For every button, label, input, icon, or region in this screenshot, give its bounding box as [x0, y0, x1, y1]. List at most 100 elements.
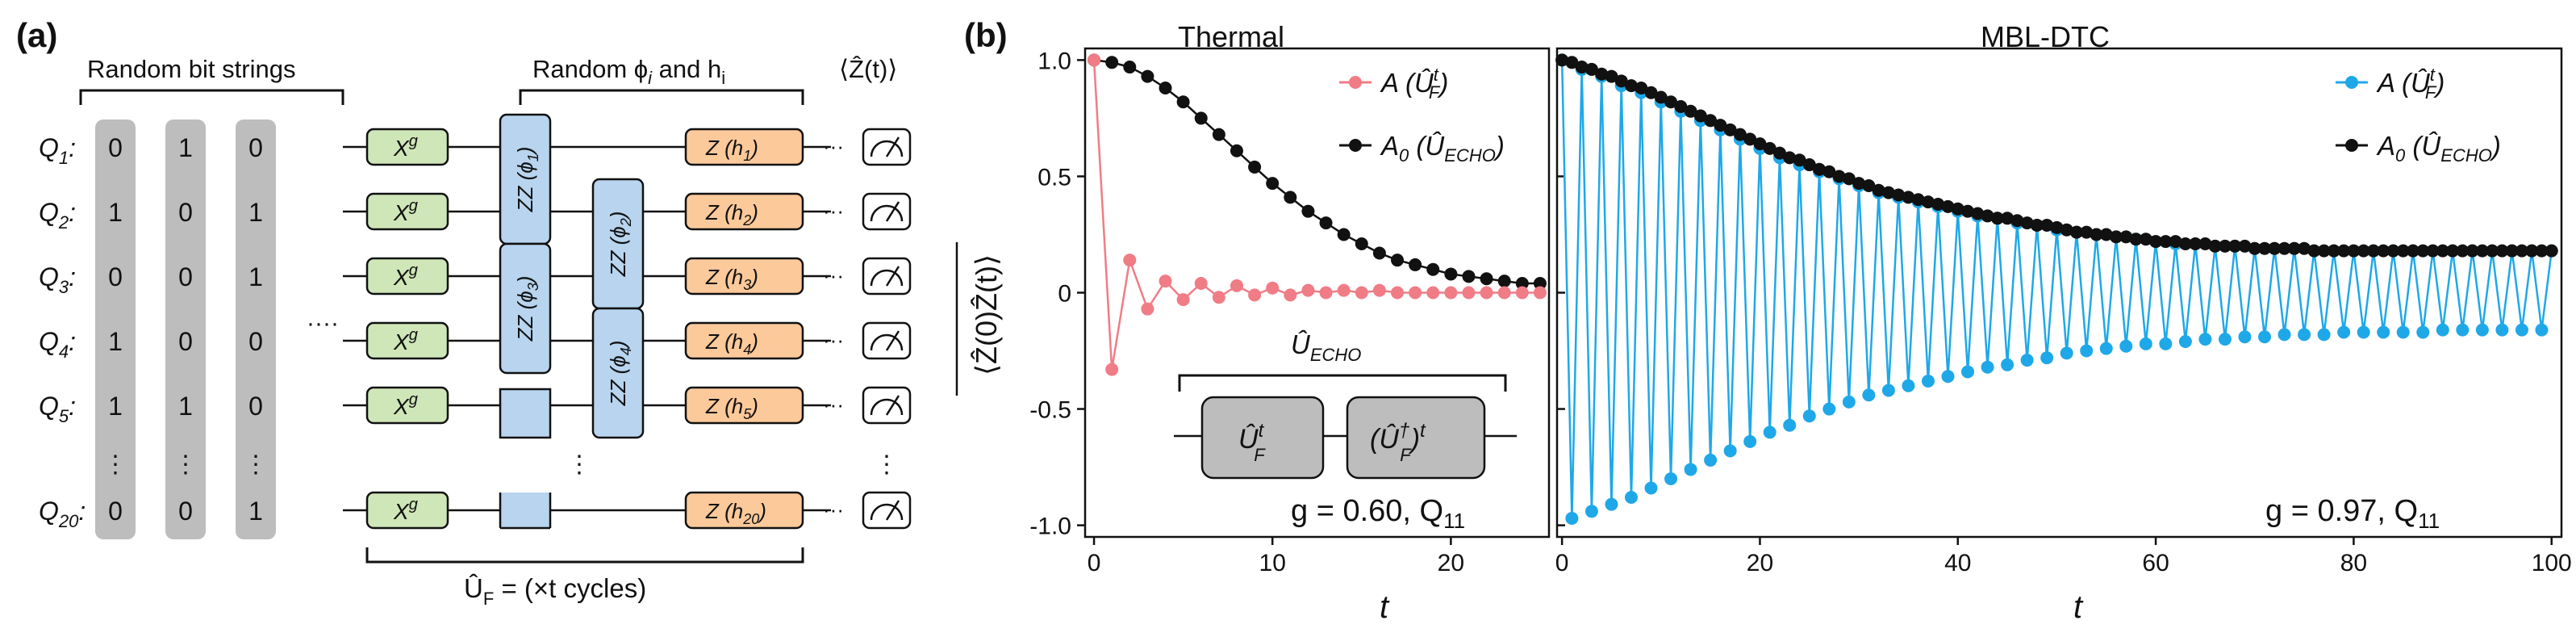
- z-gate-label: Z (h2): [705, 200, 758, 228]
- data-point: [2080, 225, 2094, 239]
- data-point: [1123, 254, 1137, 267]
- data-point: [2129, 233, 2143, 246]
- bit-column-2: [165, 119, 206, 539]
- zz-gate-partial: [499, 388, 552, 439]
- data-point: [1565, 56, 1579, 69]
- data-point: [1105, 56, 1119, 69]
- data-point: [1733, 128, 1747, 141]
- data-point: [1842, 395, 1856, 409]
- data-point: [1480, 272, 1493, 286]
- data-point: [2366, 244, 2380, 258]
- data-point: [2040, 351, 2054, 365]
- data-point: [2030, 218, 2044, 232]
- zz-gate: [499, 242, 552, 375]
- meter-icon: [862, 257, 912, 296]
- data-point: [1355, 237, 1368, 250]
- data-point: [1714, 119, 1727, 132]
- data-point: [1802, 158, 1816, 172]
- thermal-xlabel: t: [1380, 589, 1390, 625]
- data-point: [1159, 275, 1172, 288]
- data-point: [2020, 354, 2034, 367]
- zz-gate-label: ZZ (ϕ3): [513, 276, 541, 342]
- data-point: [1372, 246, 1386, 260]
- random-params-bracket: [519, 89, 804, 105]
- bit-value: 1: [178, 392, 193, 421]
- mbl-xlabel: t: [2073, 589, 2084, 625]
- data-point: [1892, 188, 1906, 202]
- bit-values: 0 1 0 1 1 0 ⋮ 1 0 0 0 1 0 ⋮ 0 1 1 0 0 1 ⋮: [103, 133, 268, 526]
- data-point: [1426, 286, 1440, 300]
- zz-gate-label: ZZ (ϕ2): [606, 212, 634, 278]
- data-point: [2495, 323, 2509, 337]
- data-point: [1194, 276, 1208, 290]
- x-gate-label: Xg: [393, 197, 418, 225]
- z-gate: [684, 386, 804, 425]
- data-point: [2426, 244, 2440, 258]
- data-point: [1284, 288, 1297, 302]
- data-point: [1319, 286, 1333, 300]
- data-point: [1105, 363, 1119, 376]
- data-point: [2119, 339, 2133, 353]
- data-point: [2357, 325, 2370, 339]
- bit-value: 0: [178, 497, 193, 526]
- data-point: [2050, 220, 2064, 234]
- data-point: [2357, 244, 2370, 258]
- data-point: [2080, 344, 2094, 358]
- data-point: [2456, 244, 2470, 258]
- data-point: [1644, 481, 1658, 495]
- data-point: [2386, 244, 2400, 258]
- data-point: [1941, 370, 1955, 384]
- data-point: [2505, 244, 2519, 258]
- data-point: [2218, 333, 2232, 346]
- echo-bracket: [1178, 374, 1507, 392]
- data-point: [1674, 100, 1688, 114]
- data-point: [1266, 177, 1280, 191]
- x-tick-label: 40: [1944, 550, 1971, 576]
- data-point: [2298, 241, 2311, 255]
- data-point: [1941, 199, 1955, 213]
- data-point: [2218, 239, 2232, 253]
- data-point: [1497, 275, 1511, 288]
- data-point: [2178, 335, 2192, 348]
- wire-dots: ···: [823, 263, 844, 287]
- uf-label: ÛF = (×t cycles): [464, 573, 646, 609]
- zz-gate-partial-bottom: [500, 493, 550, 528]
- data-point: [2337, 325, 2351, 339]
- data-point: [1881, 384, 1895, 397]
- expectation-label: ⟨Ẑ(t)⟩: [839, 55, 897, 83]
- x-gate: [365, 192, 449, 231]
- bit-value: 1: [248, 198, 263, 227]
- data-point: [2268, 241, 2282, 255]
- echo-inset: ÛECHO Ût F (Û† F)t: [1174, 329, 1517, 480]
- x-gate-label: Xg: [393, 496, 418, 524]
- data-point: [2119, 230, 2133, 244]
- data-point: [1533, 276, 1547, 290]
- data-point: [2436, 323, 2449, 337]
- meter-vdots: ⋮: [875, 451, 899, 478]
- data-point: [1159, 81, 1172, 94]
- data-point: [1852, 177, 1866, 191]
- random-params-label: Random ϕi and hi: [532, 55, 725, 88]
- mbl-dtc-chart: MBL-DTC t 0 20 40 60 80 100 A (Ût F) A0 (ÛECHO…: [1555, 20, 2572, 625]
- x-tick-label: 80: [2340, 550, 2367, 576]
- data-point: [1813, 162, 1827, 176]
- echo-box-uf-dagger-text: (Û† F)t: [1370, 420, 1426, 465]
- x-tick-label: 0: [1088, 550, 1101, 576]
- z-gate-label: Z (h20): [705, 499, 766, 527]
- data-point: [1743, 132, 1757, 146]
- data-point: [2258, 330, 2272, 344]
- data-point: [1605, 69, 1618, 83]
- legend-marker-a0: [1349, 139, 1362, 152]
- data-point: [2099, 342, 2113, 355]
- bit-vdots: ⋮: [244, 451, 268, 478]
- data-point: [2416, 325, 2430, 339]
- thermal-annotation: g = 0.60, Q11: [1291, 494, 1465, 533]
- data-point: [1212, 291, 1225, 304]
- data-point: [2228, 239, 2242, 253]
- data-point: [1141, 69, 1154, 83]
- data-point: [1515, 276, 1529, 290]
- data-point: [2317, 244, 2331, 258]
- meter-icon: [862, 321, 912, 360]
- bit-value: 1: [248, 497, 263, 526]
- data-point: [1951, 202, 1964, 216]
